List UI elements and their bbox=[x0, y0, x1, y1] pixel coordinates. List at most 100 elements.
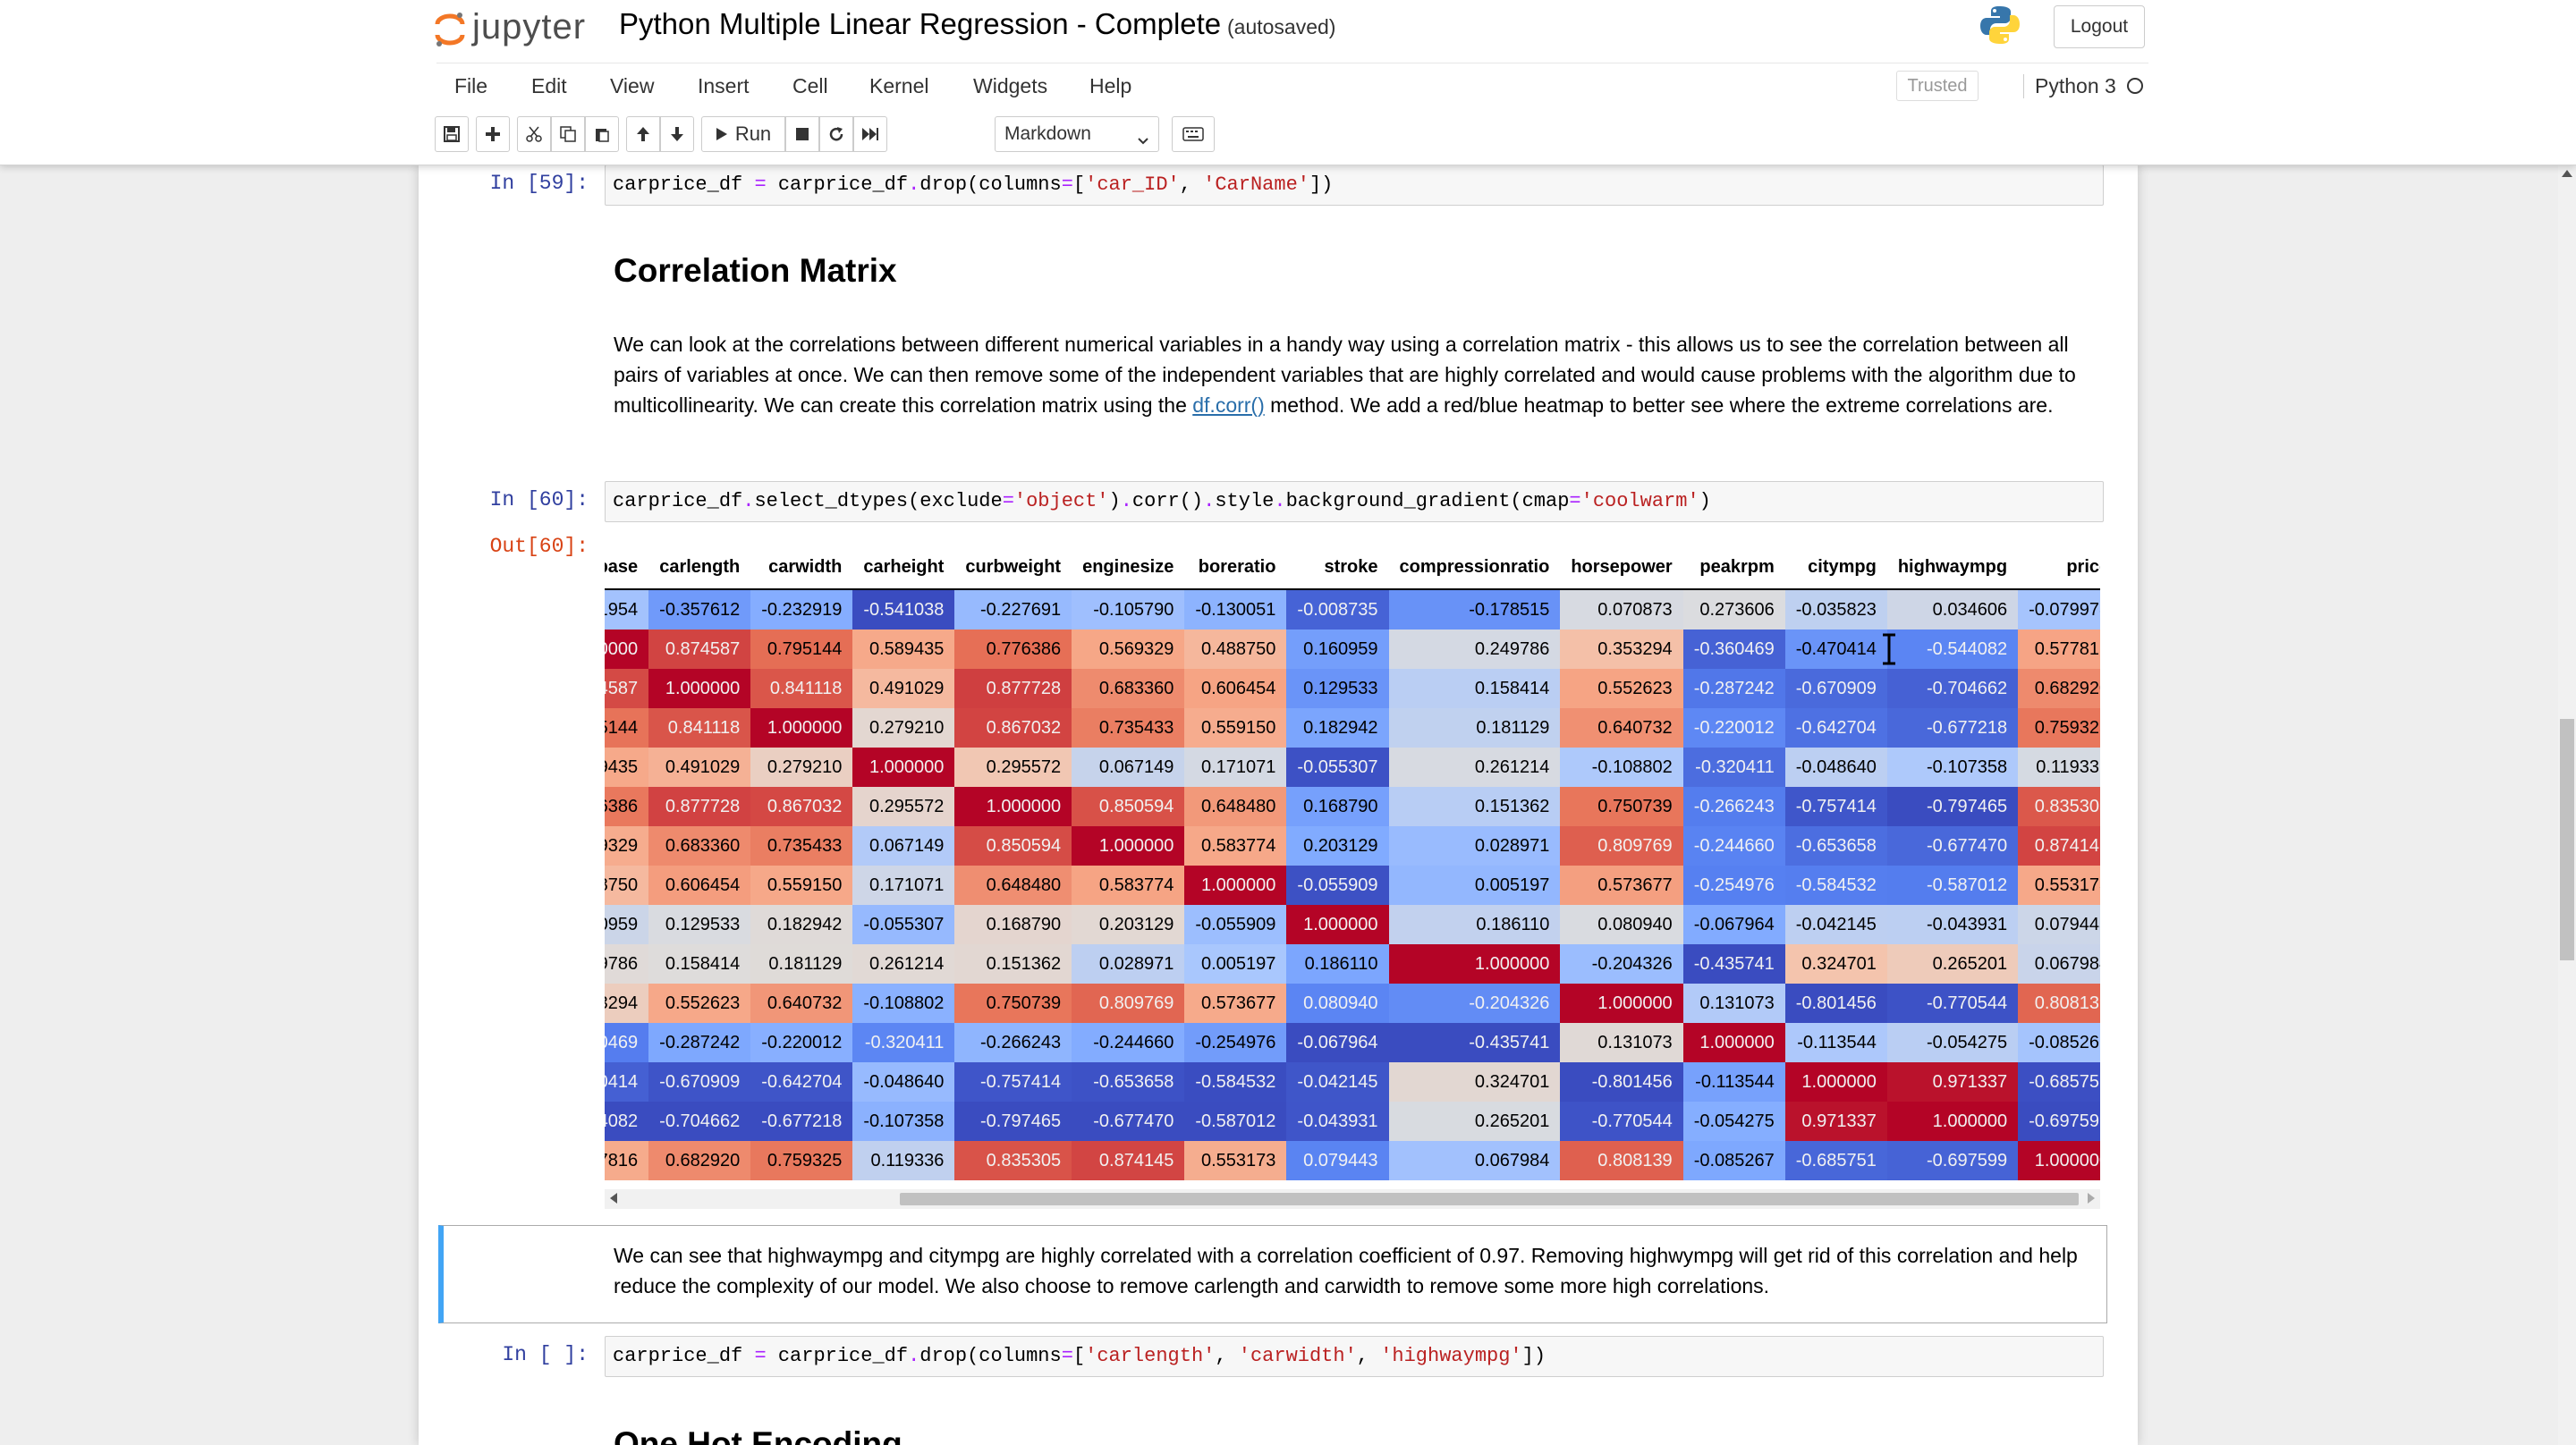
table-cell: 0.488750 bbox=[1184, 630, 1287, 669]
table-row: 1.0000000.8745870.7951440.5894350.776386… bbox=[605, 630, 2100, 669]
table-column-header: citympg bbox=[1784, 545, 1887, 590]
table-cell: 0.606454 bbox=[1184, 669, 1287, 708]
table-cell: 0.279210 bbox=[750, 748, 853, 787]
code-cell-60[interactable]: carprice_df.select_dtypes(exclude='objec… bbox=[605, 481, 2104, 522]
paste-button[interactable] bbox=[585, 116, 619, 152]
table-cell: 0.640732 bbox=[750, 984, 853, 1023]
menu-view[interactable]: View bbox=[610, 74, 655, 97]
table-cell: 1.000000 bbox=[1560, 984, 1683, 1023]
table-cell: 0.119336 bbox=[852, 1141, 955, 1180]
table-cell: -0.670909 bbox=[1784, 669, 1887, 708]
cell-type-select[interactable]: Markdown bbox=[995, 116, 1159, 152]
table-column-header: carwidth bbox=[750, 545, 853, 590]
notebook-toolbar: Run Markdown bbox=[435, 116, 2152, 157]
menu-help[interactable]: Help bbox=[1089, 74, 1132, 97]
table-cell: 0.841118 bbox=[648, 708, 751, 748]
code-token: ]) bbox=[1521, 1345, 1546, 1367]
table-cell: 1.000000 bbox=[1072, 826, 1185, 866]
table-cell: -0.357612 bbox=[648, 589, 751, 630]
code-token: 'car_ID' bbox=[1085, 173, 1180, 196]
code-token: carprice_df bbox=[613, 173, 755, 196]
menu-widgets[interactable]: Widgets bbox=[973, 74, 1048, 97]
table-cell: -0.677470 bbox=[1886, 826, 2019, 866]
table-cell: -0.697599 bbox=[1886, 1141, 2019, 1180]
table-cell: 1.000000 bbox=[852, 748, 955, 787]
copy-button[interactable] bbox=[551, 116, 585, 152]
code-token: ) bbox=[1108, 490, 1121, 512]
scroll-right-icon[interactable] bbox=[2088, 1193, 2095, 1204]
table-cell: 1.000000 bbox=[605, 630, 649, 669]
restart-run-all-button[interactable] bbox=[853, 116, 887, 152]
code-token: , bbox=[1356, 1345, 1381, 1367]
move-up-button[interactable] bbox=[626, 116, 660, 152]
code-token: [ bbox=[1072, 173, 1086, 196]
menu-edit[interactable]: Edit bbox=[531, 74, 567, 97]
code-token: . bbox=[1274, 490, 1286, 512]
table-cell: 1.000000 bbox=[1886, 1102, 2019, 1141]
trusted-indicator[interactable]: Trusted bbox=[1896, 71, 1979, 101]
table-cell: 0.001954 bbox=[605, 589, 649, 630]
table-cell: -0.113544 bbox=[1682, 1062, 1785, 1102]
interrupt-button[interactable] bbox=[785, 116, 819, 152]
docs-link[interactable]: df.corr() bbox=[1192, 393, 1265, 417]
chevron-down-icon bbox=[1137, 124, 1149, 158]
menu-cell[interactable]: Cell bbox=[792, 74, 828, 97]
code-cell-59[interactable]: carprice_df = carprice_df.drop(columns=[… bbox=[605, 165, 2104, 206]
selected-markdown-cell[interactable]: We can see that highwaympg and citympg a… bbox=[438, 1225, 2107, 1323]
page-scrollbar[interactable] bbox=[2558, 165, 2576, 1445]
markdown-paragraph[interactable]: We can look at the correlations between … bbox=[614, 329, 2098, 420]
table-cell: -0.204326 bbox=[1560, 944, 1683, 984]
scroll-left-icon[interactable] bbox=[610, 1193, 617, 1204]
table-cell: -0.670909 bbox=[648, 1062, 751, 1102]
code-token: . bbox=[1203, 490, 1216, 512]
fast-forward-icon bbox=[861, 127, 879, 141]
table-cell: -0.653658 bbox=[1072, 1062, 1185, 1102]
table-cell: -0.048640 bbox=[852, 1062, 955, 1102]
copy-icon bbox=[560, 126, 576, 142]
restart-button[interactable] bbox=[819, 116, 853, 152]
table-cell: 0.151362 bbox=[1388, 787, 1561, 826]
cut-button[interactable] bbox=[517, 116, 551, 152]
table-cell: 0.971337 bbox=[1784, 1102, 1887, 1141]
menu-kernel[interactable]: Kernel bbox=[869, 74, 929, 97]
table-cell: 0.067984 bbox=[1388, 1141, 1561, 1180]
table-cell: -0.130051 bbox=[1184, 589, 1287, 630]
table-cell: 1.000000 bbox=[1784, 1062, 1887, 1102]
table-cell: 0.353294 bbox=[1560, 630, 1683, 669]
table-cell: 0.867032 bbox=[750, 787, 853, 826]
menu-insert[interactable]: Insert bbox=[698, 74, 750, 97]
run-button[interactable]: Run bbox=[701, 116, 785, 152]
insert-cell-button[interactable] bbox=[476, 116, 510, 152]
output-horizontal-scrollbar[interactable] bbox=[605, 1189, 2100, 1209]
table-cell: 0.809769 bbox=[1072, 984, 1185, 1023]
table-cell: 0.160959 bbox=[1286, 630, 1389, 669]
table-cell: -0.435741 bbox=[1682, 944, 1785, 984]
command-palette-button[interactable] bbox=[1172, 116, 1215, 152]
table-row: 0.5693290.6833600.7354330.0671490.850594… bbox=[605, 826, 2100, 866]
table-cell: -0.244660 bbox=[1682, 826, 1785, 866]
jupyter-logo[interactable]: jupyter bbox=[435, 5, 586, 48]
save-button[interactable] bbox=[435, 116, 469, 152]
move-down-button[interactable] bbox=[660, 116, 694, 152]
notebook-title[interactable]: Python Multiple Linear Regression - Comp… bbox=[619, 7, 1222, 40]
table-cell: 0.640732 bbox=[1560, 708, 1683, 748]
code-cell-next[interactable]: carprice_df = carprice_df.drop(columns=[… bbox=[605, 1336, 2104, 1377]
table-cell: 0.491029 bbox=[648, 748, 751, 787]
stop-icon bbox=[795, 127, 809, 141]
table-cell: 0.324701 bbox=[1388, 1062, 1561, 1102]
table-cell: -0.043931 bbox=[1286, 1102, 1389, 1141]
kernel-name[interactable]: Python 3 bbox=[2023, 74, 2116, 98]
jupyter-logo-icon bbox=[435, 12, 465, 46]
table-cell: 0.295572 bbox=[852, 787, 955, 826]
scrollbar-thumb[interactable] bbox=[900, 1193, 2079, 1205]
table-cell: 0.182942 bbox=[750, 905, 853, 944]
page-scrollbar-thumb[interactable] bbox=[2560, 719, 2574, 960]
table-cell: 0.735433 bbox=[1072, 708, 1185, 748]
scroll-up-icon[interactable] bbox=[2562, 170, 2572, 177]
table-cell: -0.254976 bbox=[1184, 1023, 1287, 1062]
correlation-output: wheelbasecarlengthcarwidthcarheightcurbw… bbox=[605, 545, 2100, 1368]
code-token: ]) bbox=[1309, 173, 1334, 196]
logout-button[interactable]: Logout bbox=[2054, 5, 2145, 48]
table-cell: 0.070873 bbox=[1560, 589, 1683, 630]
menu-file[interactable]: File bbox=[454, 74, 488, 97]
